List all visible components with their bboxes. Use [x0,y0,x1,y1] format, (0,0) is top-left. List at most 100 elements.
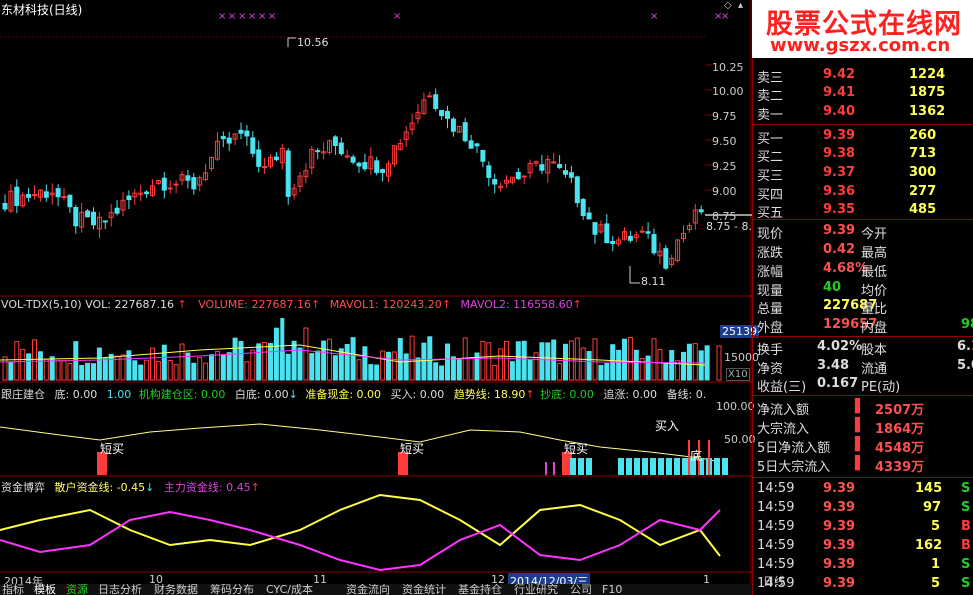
candle-body [604,223,610,244]
kline-group[interactable]: × × × × × × × × ×× [2,11,752,284]
volume-bar [244,361,250,381]
tick-row: 14:59 9.39 145 S [757,480,973,499]
bottom-tab[interactable]: 财务数据 [154,584,198,595]
chart-svg[interactable]: × × × × × × × × ×× [0,0,752,595]
price-axis-label: 8.75 [712,210,737,223]
period-label[interactable]: 日线 [763,575,785,588]
order-price: 9.39 [823,128,856,143]
chart-area[interactable]: × × × × × × × × × × 东材科技(日线) ◇ ▴ 10.25 10.00 9.75… [0,0,785,595]
buy-mark [688,440,690,475]
volume-bar [49,356,55,381]
vol-axis-label: 25139 [720,325,759,338]
candle-body [527,163,533,174]
tick-volume: 162 [915,538,943,553]
candle-body [362,161,368,170]
flow-label: 大宗流入 [757,422,810,437]
fund-value: 3.48 [817,358,850,373]
candle-body [309,148,315,169]
fund-row: 收益(三) 0.167 PE(动) [757,375,973,395]
candle-body [37,189,43,198]
bottom-tab[interactable]: 行业研究 [514,584,558,595]
sell-row: 卖三 9.42 1224 [757,66,973,86]
short-buy-bar [398,452,408,475]
bottom-tab[interactable]: 资金统计 [402,584,446,595]
volume-bar [185,352,191,381]
bottom-tab[interactable]: 基金持仓 [458,584,502,595]
volume-bar [474,352,480,381]
candle-body [191,177,197,190]
order-volume: 277 [909,184,937,199]
volume-bar [280,318,285,380]
candle-body [232,133,238,140]
bottom-tab[interactable]: 模板 [34,584,56,595]
candle-body [686,225,692,230]
bottom-tab[interactable]: 公司 [570,584,592,595]
candle-body [291,187,297,196]
volume-bar [79,364,85,381]
volume-bar [669,350,675,381]
volume-bar [102,358,108,381]
order-label: 买三 [757,169,784,184]
candle-body [498,185,504,189]
trend-bar [634,458,640,475]
order-price: 9.36 [823,184,856,199]
volume-bar [150,347,155,381]
fund-label: 股本 [861,343,888,358]
volume-bar [527,359,533,381]
order-price: 9.40 [823,104,856,119]
order-price: 9.41 [823,85,856,100]
scroll-left-icon[interactable]: ◇ [724,0,732,11]
signal-marker: × [393,11,401,22]
volume-bar [480,341,486,381]
candle-body [132,192,138,198]
volume-bar [421,342,427,381]
trend-bar [626,458,632,475]
bottom-tab[interactable]: 日志分析 [98,584,142,595]
candle-body [509,176,515,183]
candle-body [297,175,303,187]
quote-label: 涨跌 [757,246,784,261]
candle-body [380,169,386,173]
low-annotation: 8.11 [641,275,666,288]
trend-bar [618,458,624,475]
trend-bar [698,458,704,475]
candle-body [374,160,380,173]
bottom-tab[interactable]: 指标 [2,584,24,595]
bottom-tab[interactable]: CYC/成本 [266,584,313,595]
fund-label: PE(动) [861,380,901,395]
scroll-up-icon[interactable]: ▴ [738,0,744,11]
volume-bar [386,351,391,381]
volume-bar [604,363,610,381]
price-axis-label: 10.25 [712,61,744,74]
order-volume: 1224 [909,67,946,82]
order-label: 卖三 [757,71,784,86]
bottom-tab[interactable]: F10 [602,584,623,595]
candle-body [427,95,433,98]
candle-body [96,216,102,230]
volume-bar [26,353,32,381]
candle-body [20,194,26,207]
candle-body [492,179,498,185]
candle-body [551,161,557,164]
volume-bar [368,364,374,381]
bottom-tab[interactable]: 资金流向 [346,584,390,595]
trend-bar [586,458,592,475]
volume-bar [427,336,433,381]
bottom-tab[interactable]: 筹码分布 [210,584,254,595]
quote-label: 均价 [861,284,888,299]
volume-bar [126,350,132,381]
tick-volume: 97 [923,500,942,515]
candle-body [386,163,391,177]
candle-body [568,172,574,178]
bottom-tab[interactable]: 资源 [66,584,88,595]
fund-label: 收益(三) [757,380,807,395]
tick-side: S [961,576,971,591]
candle-body [161,177,167,191]
quote-row: 现价 9.39 今开 [757,222,973,242]
candle-body [415,111,421,120]
candle-body [651,234,657,254]
volume-bar [374,364,380,381]
volume-bar [132,360,138,381]
mavol2-line [0,349,706,364]
volume-bar [96,347,102,381]
